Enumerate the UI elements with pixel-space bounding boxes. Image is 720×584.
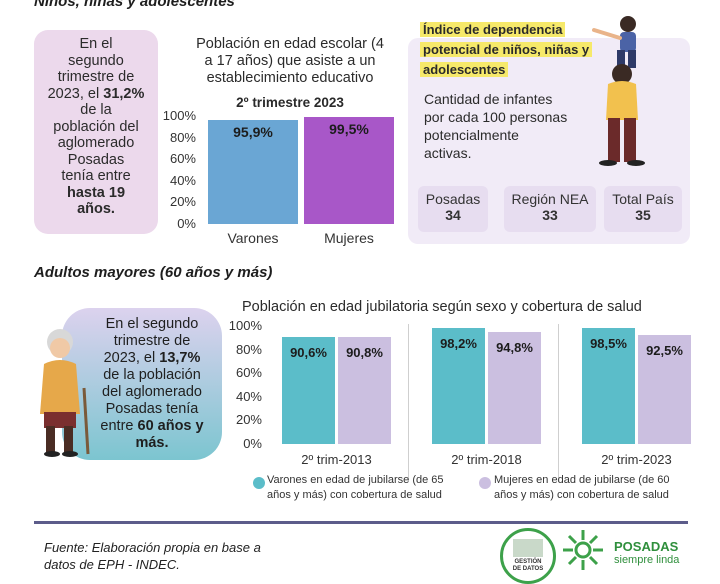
y-tick-label: 40%: [235, 388, 262, 404]
legend-swatch-women: [479, 477, 491, 489]
children-fact-text: En el segundo trimestre de 2023, el 31,2…: [34, 36, 158, 218]
y-tick-label: 80%: [169, 129, 196, 145]
elderly-fact-box: [62, 308, 222, 460]
elderly-fact-text: En el segundo trimestre de 2023, el 13,7…: [100, 316, 204, 451]
stat-value: 35: [635, 207, 651, 223]
fact-line: 2023, el 31,2%: [47, 85, 145, 102]
y-tick-label: 100%: [228, 318, 262, 333]
chart-bar: 99,5%: [304, 116, 394, 224]
dependency-stat: Región NEA 33: [504, 186, 596, 232]
x-category-label: Varones: [227, 230, 279, 246]
y-tick-label: 80%: [235, 341, 262, 357]
y-tick-label: 60%: [235, 365, 262, 381]
chart-bar: 94,8%: [488, 332, 541, 444]
group-separator: [408, 324, 409, 482]
x-category-label: 2º trim-2023: [601, 452, 672, 467]
fact-line: tenía entre: [61, 168, 131, 184]
fact-line: de la: [80, 102, 112, 118]
stat-label: Total País: [612, 191, 674, 207]
posadas-logo-text: POSADAS siempre linda: [614, 539, 680, 567]
fact-line: aglomerado: [57, 135, 135, 151]
fact-line: años.: [77, 201, 115, 217]
stat-value: 33: [542, 207, 558, 223]
chart-bar: 95,9%: [208, 120, 298, 224]
y-tick-label: 20%: [169, 194, 196, 210]
dependency-title: Índice de dependencia potencial de niños…: [420, 20, 593, 80]
posadas-emblem-icon: [563, 530, 603, 570]
fact-line: Posadas: [67, 151, 125, 168]
section-title-elderly: Adultos mayores (60 años y más): [34, 264, 273, 281]
footer-source: Fuente: Elaboración propia en base a dat…: [44, 540, 261, 572]
elderly-percent: 13,7%: [159, 350, 201, 366]
school-chart-title: Población en edad escolar (4 a 17 años) …: [196, 36, 384, 86]
children-illustration: [592, 16, 645, 166]
chart-bar: 92,5%: [638, 334, 691, 444]
footer-divider: [34, 521, 688, 524]
group-separator: [558, 324, 559, 482]
x-category-label: Mujeres: [324, 230, 374, 246]
stat-label: Región NEA: [511, 191, 589, 207]
school-chart-subtitle: 2º trimestre 2023: [236, 95, 344, 110]
fact-line: segundo: [68, 52, 124, 69]
chart-bar: 90,6%: [282, 337, 335, 444]
y-tick-label: 0%: [243, 436, 262, 451]
retirement-chart-title: Población en edad jubilatoria según sexo…: [242, 299, 642, 315]
stat-label: Posadas: [425, 191, 481, 207]
legend-women: Mujeres en edad de jubilarse (de 60 años…: [494, 474, 670, 501]
legend-men: Varones en edad de jubilarse (de 65 años…: [267, 474, 444, 501]
chart-bar: 98,5%: [582, 327, 635, 444]
x-category-label: 2º trim-2013: [301, 452, 372, 467]
school-chart: 0% 20% 40% 60% 80% 100% 95,9% Varones 99,5% Mujer…: [160, 108, 410, 248]
chart-bar: 90,8%: [338, 336, 391, 444]
dependency-stat: Posadas 34: [418, 186, 488, 232]
y-tick-label: 40%: [169, 172, 196, 188]
chart-bar: 98,2%: [432, 328, 485, 444]
children-percent: 31,2%: [103, 85, 145, 102]
fact-line: población del: [53, 118, 139, 135]
y-tick-label: 0%: [177, 216, 196, 231]
section-title-children: Niños, niñas y adolescentes: [34, 0, 235, 10]
fact-line: hasta 19: [66, 184, 126, 201]
y-tick-label: 60%: [169, 151, 196, 167]
elderly-woman-illustration: [40, 329, 90, 457]
fact-line: En el: [79, 36, 113, 52]
dependency-description: Cantidad de infantes por cada 100 person…: [424, 91, 568, 161]
stat-value: 34: [445, 207, 461, 223]
y-tick-label: 100%: [162, 108, 196, 123]
dependency-stat: Total País 35: [604, 186, 682, 232]
gestion-datos-logo: GESTIÓN DE DATOS: [500, 528, 556, 584]
legend-swatch-men: [253, 477, 265, 489]
children-fact-box: [34, 30, 158, 234]
x-category-label: 2º trim-2018: [451, 452, 522, 467]
y-tick-label: 20%: [235, 412, 262, 428]
fact-line: trimestre de: [57, 69, 135, 85]
retirement-chart: 0% 20% 40% 60% 80% 100% 90,6% 90,8% 2º trim-2013…: [226, 318, 700, 482]
